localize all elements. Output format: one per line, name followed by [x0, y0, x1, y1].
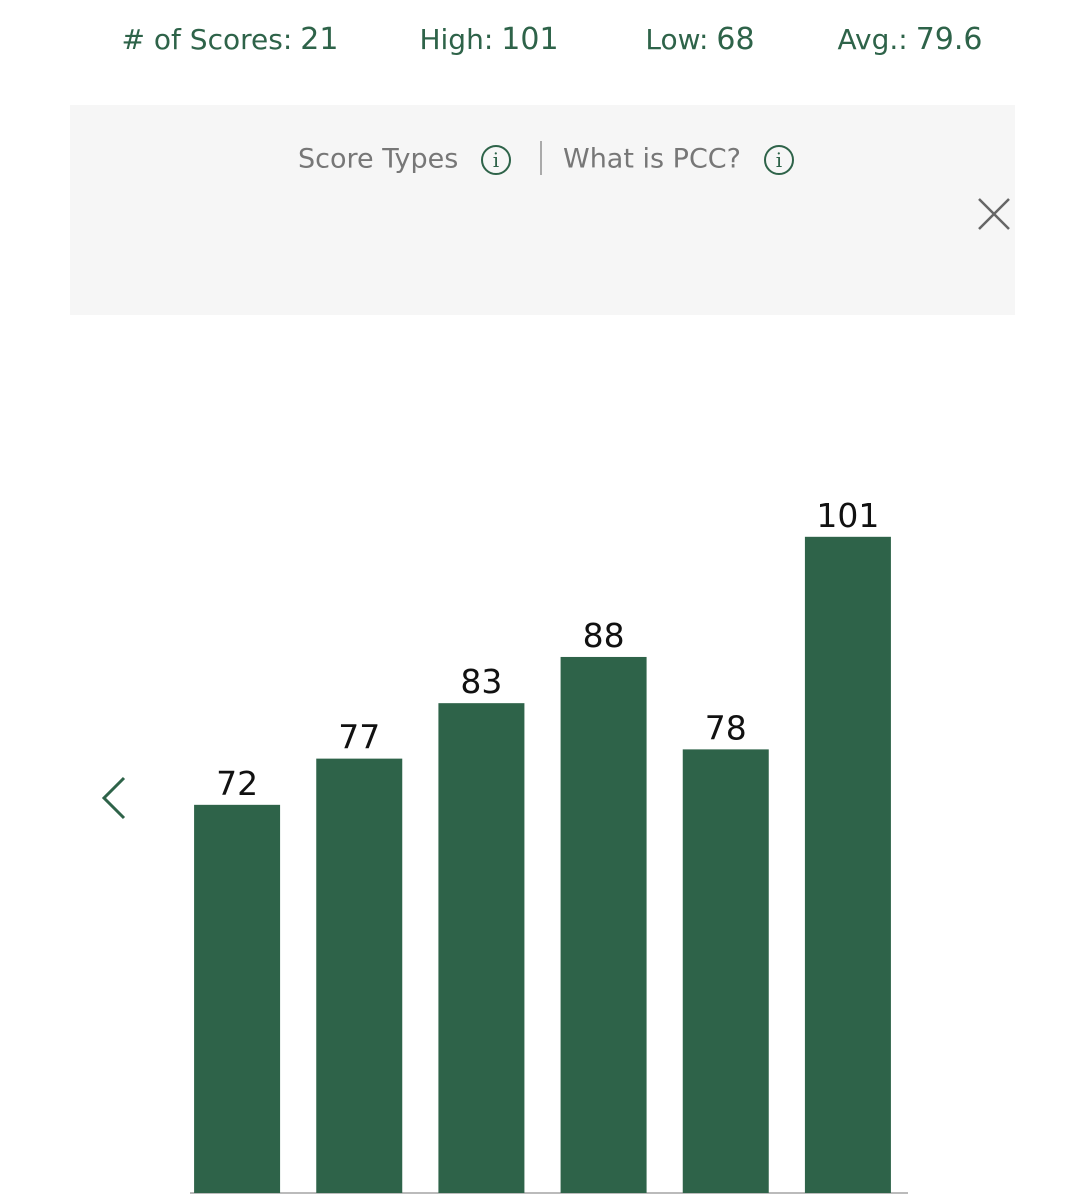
stat-label: Low: — [645, 23, 709, 56]
bar — [194, 804, 281, 1193]
link-text[interactable]: Score Types — [298, 143, 459, 175]
svg-text:i: i — [493, 148, 499, 172]
stat: # of Scores: 21 — [122, 22, 339, 57]
pcc-link[interactable]: What is PCC? i — [563, 143, 796, 177]
stat: High: 101 — [419, 22, 558, 57]
stat-label: High: — [419, 23, 494, 56]
value-label: 78 — [705, 708, 747, 747]
value-label: 88 — [583, 616, 625, 655]
bar — [804, 536, 891, 1193]
stat-value: 79.6 — [915, 22, 983, 57]
value-label: 72 — [216, 764, 258, 803]
link-text[interactable]: What is PCC? — [563, 143, 741, 175]
stat-value: 21 — [300, 22, 339, 57]
stat-label: Avg.: — [837, 23, 908, 56]
value-label: 83 — [460, 662, 502, 701]
stat-value: 68 — [716, 22, 755, 57]
separator — [540, 141, 542, 175]
stat: Avg.: 79.6 — [838, 22, 983, 57]
value-label: 77 — [338, 718, 380, 757]
info-icon[interactable]: i — [479, 143, 513, 177]
info-band: Score Types i What is PCC? i — [70, 105, 1015, 315]
bar — [560, 656, 647, 1193]
bar — [682, 749, 769, 1193]
stat-label: # of Scores: — [121, 23, 293, 56]
info-icon[interactable]: i — [762, 143, 796, 177]
stat: Low: 68 — [645, 22, 754, 57]
prev-arrow[interactable] — [101, 776, 126, 820]
bar — [438, 703, 525, 1193]
score-types-link[interactable]: Score Types i — [298, 143, 513, 177]
svg-text:i: i — [775, 148, 781, 172]
bar — [316, 758, 403, 1193]
stats-bar: # of Scores: 21 High: 101 Low: 68 Avg.: 79.6 — [70, 0, 1015, 105]
value-label: 101 — [816, 496, 879, 535]
stat-value: 101 — [501, 22, 559, 57]
close-button[interactable] — [975, 195, 1015, 235]
